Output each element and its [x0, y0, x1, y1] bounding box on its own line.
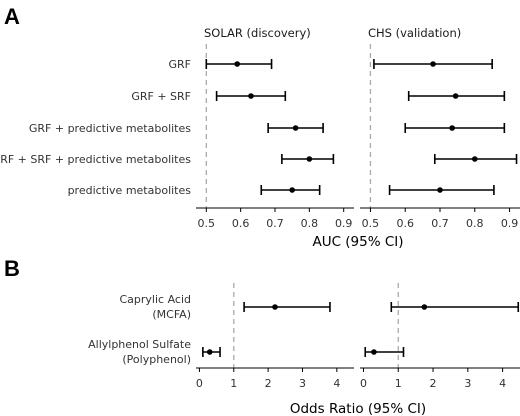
panel-a-category-label: GRF + predictive metabolites [29, 122, 191, 135]
panel-a-category-label: predictive metabolites [68, 184, 192, 197]
panel-b-x-tick-label: 3 [464, 377, 471, 390]
panel-a-x-tick-label: 0.8 [301, 217, 319, 230]
panel-a-x-tick-label: 0.9 [335, 217, 353, 230]
panel-a: GRF GRF + SRF GRF + predictive metabolites… [0, 26, 520, 250]
panel-b-letter: B [4, 256, 20, 281]
panel-b-category-label: Caprylic Acid (MCFA) [119, 293, 191, 321]
panel-a-estimate-point [452, 93, 459, 99]
panel-b-category-label-line: (MCFA) [152, 308, 191, 321]
panel-b-x-tick-label: 2 [265, 377, 272, 390]
panel-b-x-tick-label: 1 [395, 377, 402, 390]
panel-b-estimate-point [371, 349, 377, 355]
panel-b-estimate-point [206, 349, 213, 355]
panel-a-estimate-point [437, 187, 443, 193]
panel-b-x-tick-label: 0 [196, 377, 203, 390]
panel-a-estimate-point [449, 125, 455, 131]
panel-b-x-tick-label: 1 [230, 377, 237, 390]
panel-a-x-tick-label: 0.7 [266, 217, 284, 230]
panel-a-facet-title: CHS (validation) [368, 26, 461, 40]
panel-a-x-tick-label: 0.7 [431, 217, 449, 230]
panel-b-facet-2: 0 1 2 3 4 [360, 283, 520, 390]
panel-b-estimate-point [272, 304, 278, 310]
panel-b-x-tick-label: 4 [499, 377, 506, 390]
panel-b-x-tick-label: 4 [333, 377, 340, 390]
panel-a-x-tick-label: 0.9 [501, 217, 519, 230]
panel-a-estimate-point [289, 187, 295, 193]
panel-b: Caprylic Acid (MCFA) Allylphenol Sulfate (P… [88, 283, 520, 416]
panel-a-facet-2: CHS (validation) 0.5 0.6 0.7 0.8 0.9 [360, 26, 520, 230]
panel-b-x-tick-label: 0 [360, 377, 367, 390]
panel-a-facet-title: SOLAR (discovery) [204, 26, 311, 40]
panel-a-x-axis-title: AUC (95% CI) [312, 234, 403, 250]
panel-b-estimate-point [421, 304, 428, 310]
panel-b-category-label-line: Caprylic Acid [119, 293, 191, 306]
panel-a-letter: A [4, 4, 20, 29]
panel-b-facet-1: 0 1 2 3 4 [196, 283, 354, 390]
panel-a-x-tick-label: 0.6 [232, 217, 250, 230]
panel-a-x-tick-label: 0.5 [198, 217, 216, 230]
panel-a-estimate-point [248, 93, 254, 99]
panel-a-x-tick-label: 0.5 [362, 217, 380, 230]
panel-b-x-tick-label: 2 [430, 377, 437, 390]
panel-b-category-label: Allylphenol Sulfate (Polyphenol) [88, 338, 191, 366]
panel-a-category-label: GRF + SRF + predictive metabolites [0, 153, 191, 166]
panel-a-category-label: GRF + SRF [131, 90, 191, 103]
panel-a-estimate-point [306, 156, 313, 162]
panel-a-facet-1: SOLAR (discovery) 0.5 0.6 0.7 0.8 0.9 [196, 26, 354, 230]
panel-b-category-label-line: Allylphenol Sulfate [88, 338, 191, 351]
panel-a-x-tick-label: 0.6 [396, 217, 414, 230]
panel-a-estimate-point [234, 61, 241, 67]
panel-a-estimate-point [292, 125, 299, 131]
panel-b-x-tick-label: 3 [299, 377, 306, 390]
panel-a-x-tick-label: 0.8 [466, 217, 484, 230]
panel-a-estimate-point [471, 156, 478, 162]
panel-b-x-axis-title: Odds Ratio (95% CI) [290, 401, 426, 416]
panel-a-category-label: GRF [169, 58, 192, 71]
panel-a-estimate-point [430, 61, 436, 67]
panel-b-category-label-line: (Polyphenol) [122, 353, 191, 366]
